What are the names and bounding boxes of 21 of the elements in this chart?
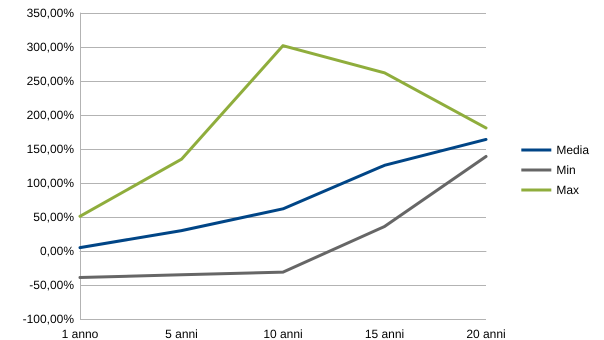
x-tick-label: 10 anni (263, 327, 303, 340)
legend-label: Min (556, 163, 576, 177)
line-series (78, 138, 488, 250)
line-series (78, 44, 488, 218)
line-series (78, 154, 488, 280)
y-tick-label: 150,00% (26, 142, 74, 156)
legend-label: Media (556, 143, 590, 157)
y-tick-label: -100,00% (22, 312, 74, 326)
y-tick-label: 100,00% (26, 176, 74, 190)
y-tick-label: 0,00% (40, 244, 74, 258)
y-tick-label: -50,00% (29, 278, 74, 292)
y-tick-label: 200,00% (26, 108, 74, 122)
y-tick-label: 300,00% (26, 40, 74, 54)
x-tick-label: 20 anni (466, 327, 506, 340)
x-tick-label: 15 anni (364, 327, 404, 340)
x-tick-label: 1 anno (62, 327, 99, 340)
x-tick-label: 5 anni (165, 327, 198, 340)
y-tick-label: 350,00% (26, 6, 74, 20)
y-tick-label: 50,00% (33, 210, 74, 224)
legend-label: Max (556, 183, 579, 197)
y-tick-label: 250,00% (26, 74, 74, 88)
